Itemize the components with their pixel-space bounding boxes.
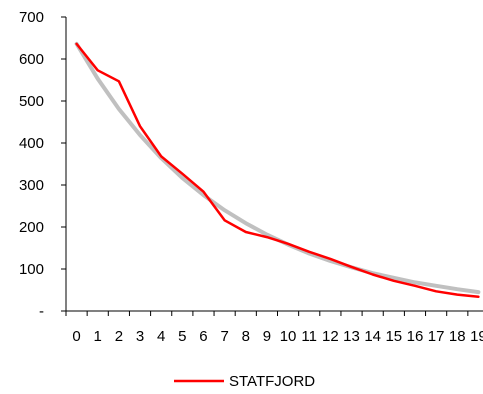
y-tick-label: 600 <box>19 51 44 68</box>
x-tick-label: 9 <box>263 328 271 345</box>
x-tick-label: 2 <box>115 328 123 345</box>
x-tick-label: 5 <box>178 328 186 345</box>
series-lines <box>74 41 481 298</box>
y-tick-label: 400 <box>19 135 44 152</box>
legend-label: STATFJORD <box>229 373 315 390</box>
x-tick-labels: 0 1 2 3 4 5 6 7 8 9 10 11 12 13 14 15 16 17 18 19 <box>72 328 483 345</box>
y-tick-label: - <box>39 303 44 320</box>
y-tick-labels: - 100 200 300 400 500 600 700 <box>19 9 44 320</box>
trend-line <box>74 41 481 295</box>
x-tick-label: 18 <box>449 328 466 345</box>
x-tick-label: 12 <box>322 328 339 345</box>
series-line-statfjord <box>75 42 480 298</box>
x-tick-label: 6 <box>199 328 207 345</box>
x-tick-label: 3 <box>136 328 144 345</box>
x-tick-label: 16 <box>407 328 424 345</box>
y-tick-label: 200 <box>19 219 44 236</box>
x-tick-label: 15 <box>385 328 402 345</box>
x-tick-label: 8 <box>242 328 250 345</box>
legend: STATFJORD <box>174 373 315 390</box>
x-tick-label: 13 <box>343 328 360 345</box>
x-tick-label: 7 <box>220 328 228 345</box>
y-tick-label: 700 <box>19 9 44 26</box>
x-tick-label: 14 <box>364 328 381 345</box>
x-tick-label: 4 <box>157 328 165 345</box>
x-tick-label: 10 <box>280 328 297 345</box>
y-tick-label: 300 <box>19 177 44 194</box>
y-tick-label: 500 <box>19 93 44 110</box>
y-tick-label: 100 <box>19 261 44 278</box>
x-tick-label: 17 <box>428 328 445 345</box>
x-tick-label: 19 <box>470 328 483 345</box>
axes <box>61 16 483 316</box>
x-tick-label: 1 <box>94 328 102 345</box>
x-tick-label: 0 <box>72 328 80 345</box>
x-tick-label: 11 <box>301 328 317 345</box>
